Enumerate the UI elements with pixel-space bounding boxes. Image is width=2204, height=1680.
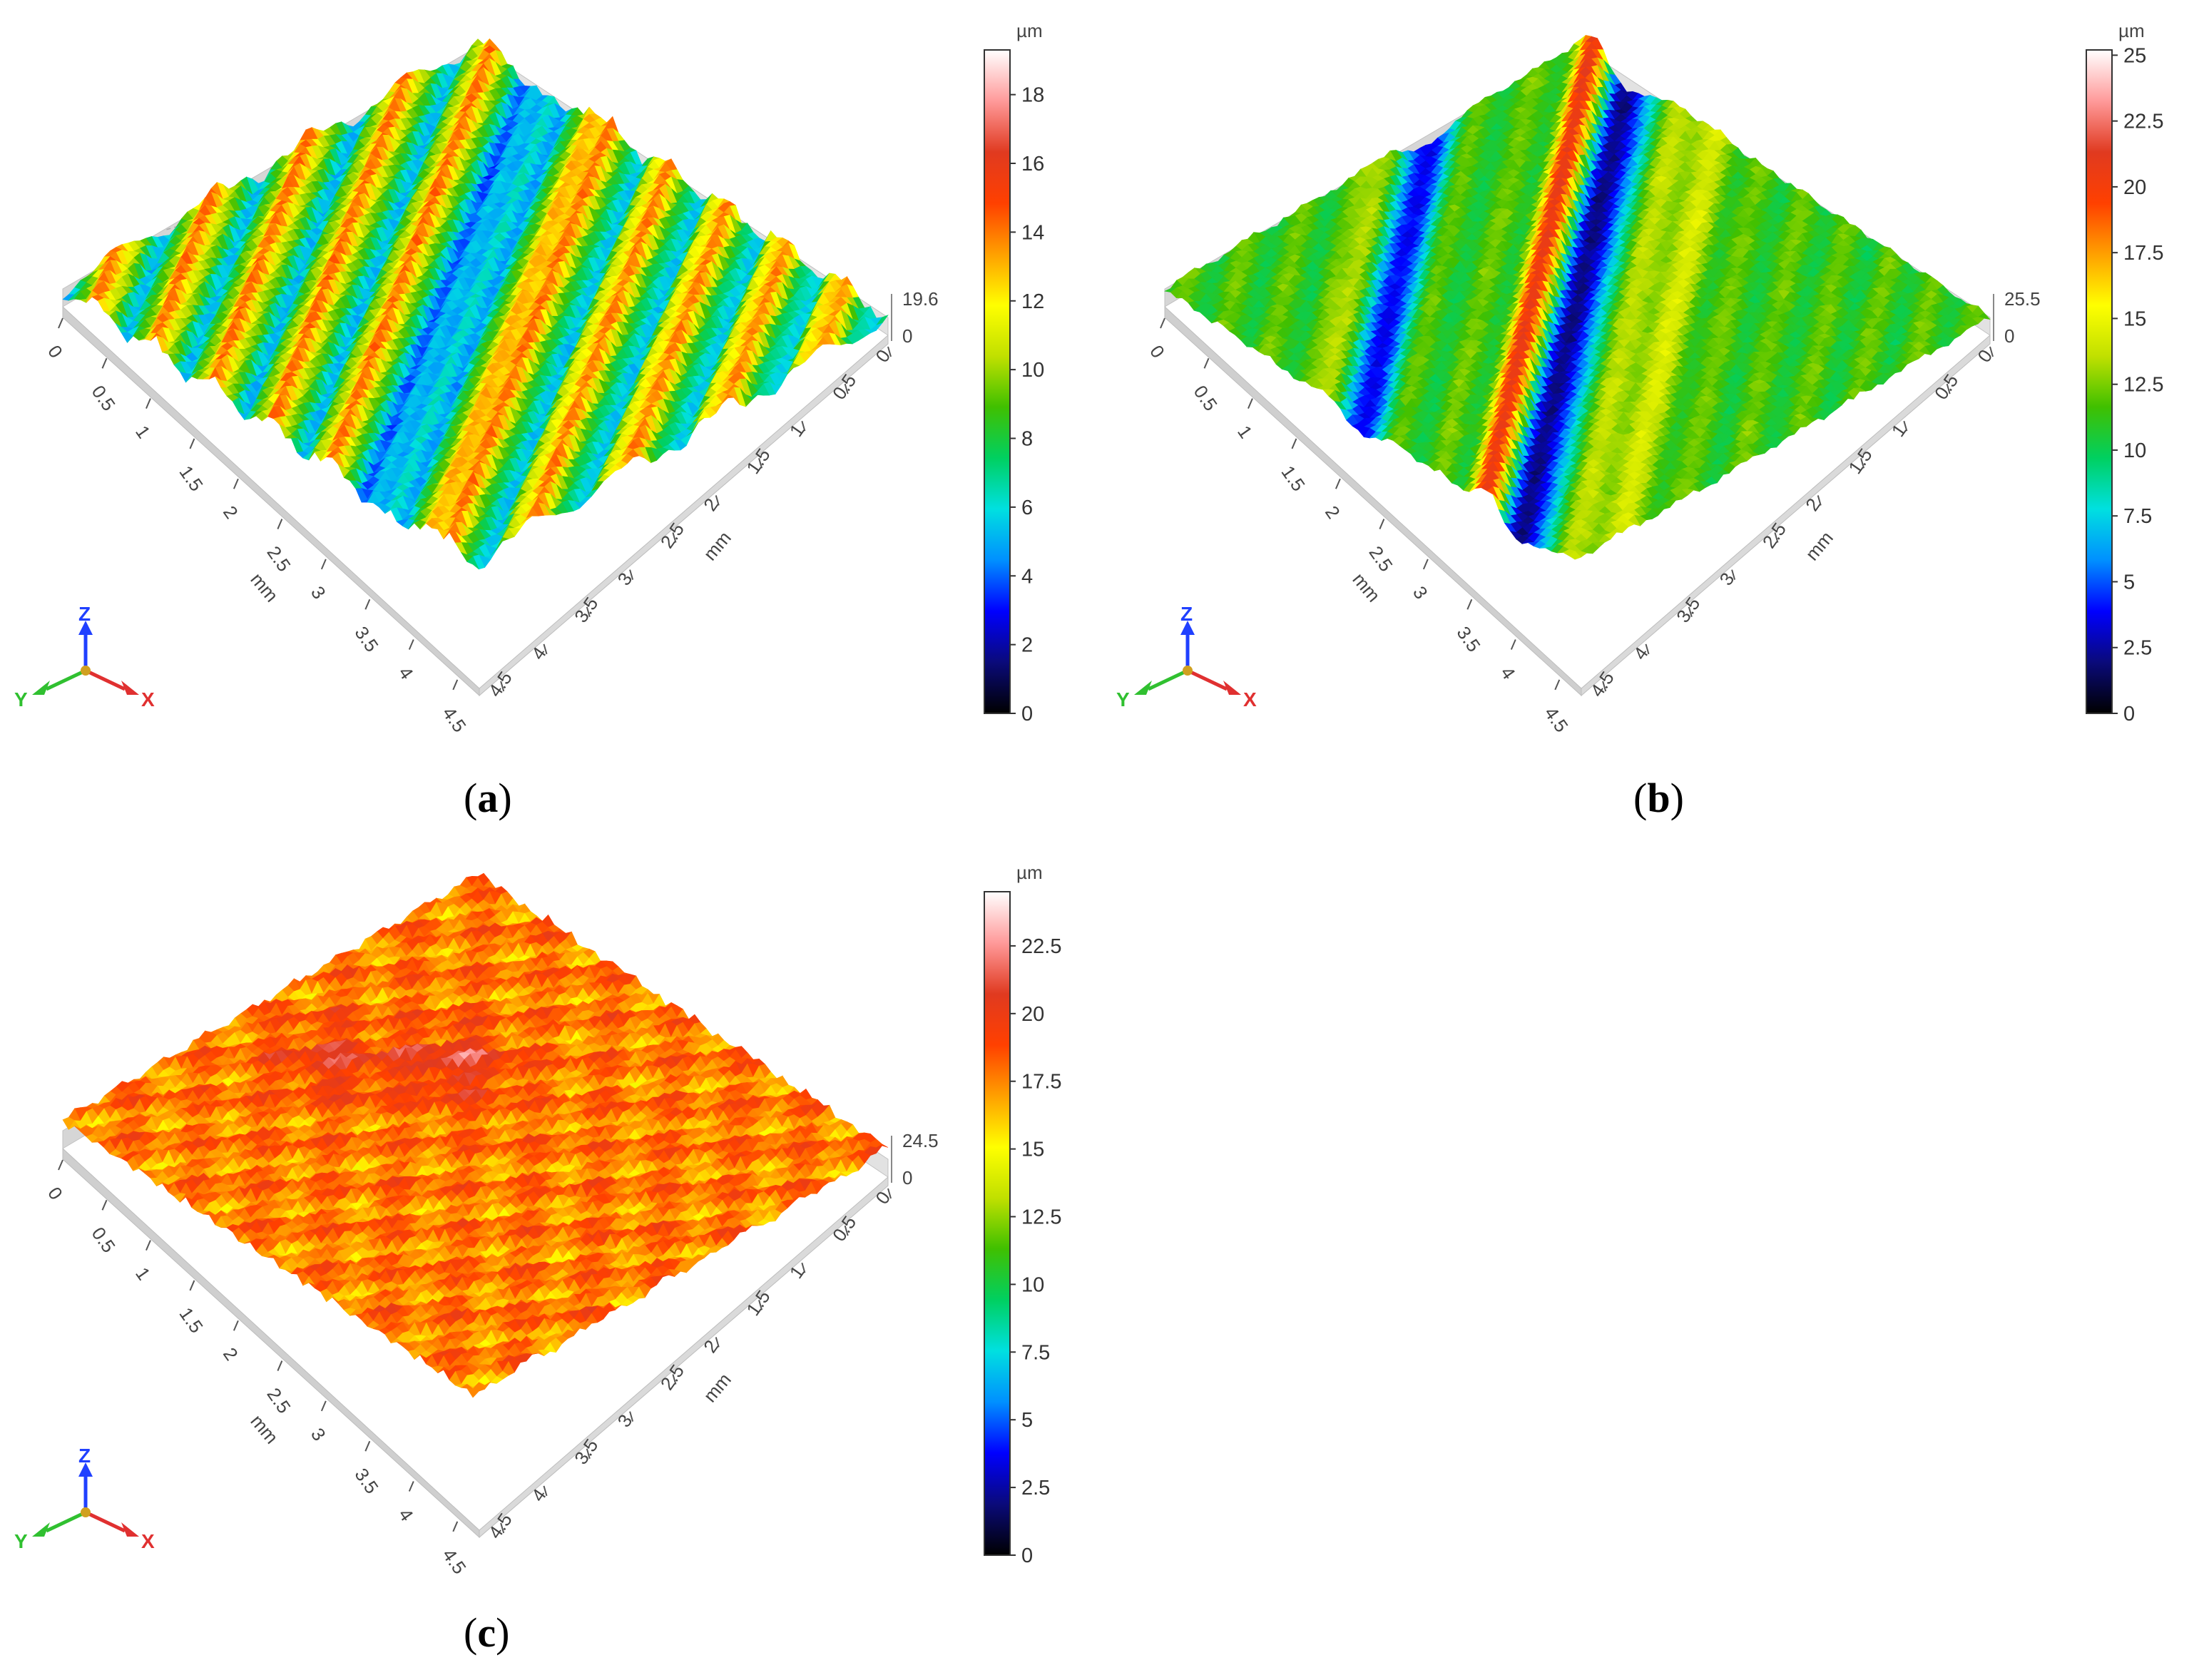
surface-plot-b: 00.511.522.533.544.5mm00.511.522.533.544… bbox=[1116, 20, 2163, 736]
color-scale-tick-label: 12 bbox=[1021, 290, 1044, 313]
y-axis-tick-label: 4.5 bbox=[438, 703, 470, 736]
triad-x-axis bbox=[84, 668, 126, 691]
x-axis-tick-label: 2 bbox=[699, 494, 723, 515]
x-axis-tick-label: 2.5 bbox=[656, 519, 688, 552]
x-axis-tick-label: 4.5 bbox=[484, 668, 516, 701]
y-axis-tick bbox=[277, 519, 283, 529]
y-axis-tick-label: 2.5 bbox=[262, 542, 295, 576]
y-axis-tick bbox=[58, 317, 63, 329]
triad-x-label: X bbox=[141, 688, 155, 711]
color-scale-tick-label: 18 bbox=[1021, 84, 1044, 107]
y-axis-tick-label: 1 bbox=[131, 422, 155, 442]
y-axis-tick bbox=[146, 398, 151, 409]
triad-y-label: Y bbox=[14, 688, 28, 711]
x-axis-tick-label: 3 bbox=[613, 569, 636, 589]
y-axis-tick bbox=[320, 559, 327, 570]
surface-group: 00.511.522.533.544.5mm00.511.522.533.544… bbox=[1116, 35, 2041, 736]
color-scale-tick-label: 2 bbox=[1021, 634, 1033, 657]
x-axis-tick-label: 3.5 bbox=[570, 593, 602, 626]
triad-origin bbox=[81, 666, 91, 676]
y-axis-tick bbox=[452, 679, 459, 691]
x-axis-tick-label: 4 bbox=[527, 643, 551, 663]
color-scale-tick-label: 0 bbox=[1021, 703, 1033, 726]
surface-plot-a: 00.511.522.533.544.5mm00.511.522.533.544… bbox=[14, 20, 1044, 736]
z-max-label: 19.6 bbox=[902, 288, 939, 310]
y-axis-tick bbox=[189, 438, 195, 449]
x-axis-tick-label: 0.5 bbox=[828, 370, 860, 404]
color-scale-tick-label: 10 bbox=[1021, 359, 1044, 382]
y-axis-tick-label: 0 bbox=[44, 341, 67, 362]
y-axis-tick bbox=[364, 599, 371, 610]
y-axis-tick-label: 0.5 bbox=[88, 382, 120, 415]
surface-plot-panel-a: 0 0.5 1 1.5 2 2.5 3 3.5 4 4.5 mm 0 0.5 1 1.5 2 2.5 3 3.5 4 4… bbox=[0, 0, 1098, 749]
x-axis-unit: mm bbox=[699, 527, 735, 564]
y-axis-tick-label: 3 bbox=[307, 582, 330, 603]
y-axis-tick-label: 1.5 bbox=[175, 462, 208, 495]
triad-z-label: Z bbox=[78, 603, 91, 625]
y-axis-tick bbox=[408, 639, 414, 650]
surface-group: 00.511.522.533.544.5mm00.511.522.533.544… bbox=[14, 38, 939, 736]
z-min-label: 0 bbox=[902, 325, 912, 347]
triad-y-axis bbox=[45, 668, 87, 691]
y-axis-tick-label: 2 bbox=[219, 502, 243, 522]
y-axis-tick bbox=[233, 478, 239, 489]
y-axis-tick bbox=[101, 357, 108, 369]
color-scale-tick-label: 14 bbox=[1021, 221, 1044, 244]
color-scale-tick-label: 8 bbox=[1021, 428, 1033, 451]
color-scale-bar bbox=[984, 49, 1011, 714]
x-axis-tick-label: 1 bbox=[785, 420, 809, 441]
color-scale-tick-label: 6 bbox=[1021, 497, 1033, 519]
color-scale-unit: µm bbox=[1016, 20, 1043, 41]
y-axis-tick-label: 3.5 bbox=[350, 622, 382, 656]
x-axis-tick-label: 1.5 bbox=[742, 444, 774, 478]
color-scale-tick-label: 4 bbox=[1021, 565, 1033, 588]
surface-plot-panel-b: 0 0.5 1 1.5 2 2.5 3 3.5 4 4.5 mm 0 0.5 1 1.5 2 2.5 3 3.5 4 4… bbox=[1102, 0, 2200, 749]
color-scale-tick-label: 16 bbox=[1021, 153, 1044, 175]
y-axis-tick-label: 4 bbox=[394, 663, 418, 683]
